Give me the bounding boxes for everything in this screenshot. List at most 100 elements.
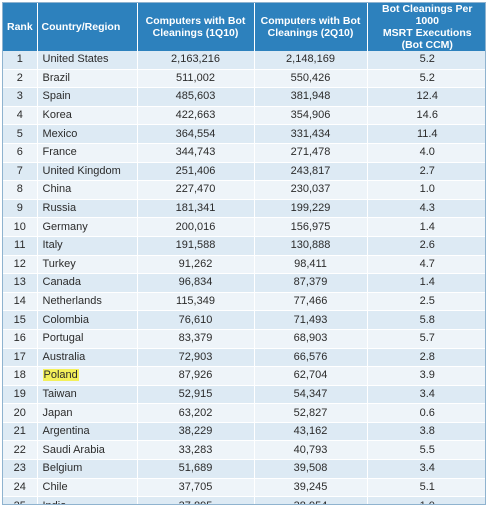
q2-cell: 381,948 [254, 87, 368, 107]
q2-cell: 199,229 [254, 199, 368, 219]
rank-cell: 12 [3, 255, 38, 275]
rate-cell: 5.1 [367, 478, 485, 498]
country-cell: Mexico [37, 124, 138, 144]
q1-cell: 181,341 [137, 199, 255, 219]
header-q1-line2: Cleanings (1Q10) [152, 27, 239, 39]
q1-cell: 83,379 [137, 329, 255, 349]
rate-cell: 3.4 [367, 385, 485, 405]
rate-cell: 1.0 [367, 496, 485, 504]
q1-cell: 91,262 [137, 255, 255, 275]
rate-cell: 2.8 [367, 348, 485, 368]
header-q1-line1: Computers with Bot [145, 15, 246, 27]
rate-cell: 14.6 [367, 106, 485, 126]
rank-cell: 20 [3, 403, 38, 423]
q2-cell: 156,975 [254, 217, 368, 237]
rate-cell: 3.4 [367, 459, 485, 479]
header-country: Country/Region [37, 3, 138, 51]
q1-cell: 37,705 [137, 478, 255, 498]
rate-cell: 5.8 [367, 310, 485, 330]
rate-cell: 3.9 [367, 366, 485, 386]
country-cell: Chile [37, 478, 138, 498]
q2-cell: 550,426 [254, 69, 368, 89]
q2-cell: 39,508 [254, 459, 368, 479]
country-cell: Brazil [37, 69, 138, 89]
rank-cell: 17 [3, 348, 38, 368]
q1-cell: 344,743 [137, 143, 255, 163]
table-header: Rank Country/Region Computers with Bot C… [3, 3, 485, 51]
rank-cell: 1 [3, 51, 38, 70]
rate-cell: 5.7 [367, 329, 485, 349]
rate-cell: 11.4 [367, 124, 485, 144]
rank-cell: 2 [3, 69, 38, 89]
rate-cell: 2.6 [367, 236, 485, 256]
q1-cell: 38,229 [137, 422, 255, 442]
q2-cell: 130,888 [254, 236, 368, 256]
rank-cell: 8 [3, 180, 38, 200]
q1-cell: 227,470 [137, 180, 255, 200]
q2-cell: 331,434 [254, 124, 368, 144]
country-cell: Germany [37, 217, 138, 237]
q2-cell: 40,793 [254, 440, 368, 461]
rank-cell: 4 [3, 106, 38, 126]
q2-cell: 98,411 [254, 255, 368, 275]
rank-cell: 15 [3, 310, 38, 330]
header-q2-line1: Computers with Bot [260, 15, 361, 27]
country-cell: Taiwan [37, 385, 138, 405]
rate-cell: 1.4 [367, 273, 485, 293]
rank-cell: 5 [3, 124, 38, 144]
table-row: 25India37,89538,9541.0 [3, 496, 485, 504]
rank-cell: 13 [3, 273, 38, 293]
country-cell: Poland [37, 366, 138, 386]
rate-cell: 2.5 [367, 292, 485, 312]
country-cell: Japan [37, 403, 138, 423]
header-q2: Computers with Bot Cleanings (2Q10) [254, 3, 368, 51]
q1-cell: 115,349 [137, 292, 255, 312]
country-cell: Portugal [37, 329, 138, 349]
rank-cell: 21 [3, 422, 38, 442]
rate-cell: 5.2 [367, 69, 485, 89]
rate-cell: 5.2 [367, 51, 485, 70]
q1-cell: 251,406 [137, 162, 255, 182]
rank-cell: 16 [3, 329, 38, 349]
country-cell: Colombia [37, 310, 138, 330]
table-row: 21 Argentina 38,229 43,162 3.8 [3, 422, 485, 442]
rank-cell: 11 [3, 236, 38, 256]
country-cell: India [37, 496, 138, 504]
rank-cell: 18 [3, 366, 38, 386]
q1-cell: 63,202 [137, 403, 255, 423]
table-row: 7 United Kingdom 251,406 243,817 2.7 [3, 162, 485, 182]
q2-cell: 39,245 [254, 478, 368, 498]
rank-cell: 6 [3, 143, 38, 163]
country-cell: United Kingdom [37, 162, 138, 182]
rank-cell: 24 [3, 478, 38, 498]
bot-cleanings-table-frame: Rank Country/Region Computers with Bot C… [2, 2, 486, 505]
rate-cell: 3.8 [367, 422, 485, 442]
bot-cleanings-table: Rank Country/Region Computers with Bot C… [3, 3, 485, 504]
rate-cell: 1.4 [367, 217, 485, 237]
country-cell: Korea [37, 106, 138, 126]
header-row: Rank Country/Region Computers with Bot C… [3, 3, 485, 51]
q1-cell: 511,002 [137, 69, 255, 89]
table-row: 1 United States 2,163,216 2,148,169 5.2 [3, 51, 485, 70]
table-row: 23 Belgium 51,689 39,508 3.4 [3, 459, 485, 479]
table-row: 19 Taiwan 52,915 54,347 3.4 [3, 385, 485, 405]
table-row: 17 Australia 72,903 66,576 2.8 [3, 348, 485, 368]
rate-cell: 4.7 [367, 255, 485, 275]
table-row: 18 Poland 87,926 62,704 3.9 [3, 366, 485, 386]
table-row: 15 Colombia 76,610 71,493 5.8 [3, 310, 485, 330]
rate-cell: 5.5 [367, 440, 485, 461]
rank-cell: 19 [3, 385, 38, 405]
q2-cell: 230,037 [254, 180, 368, 200]
q1-cell: 33,283 [137, 440, 255, 461]
table-row: 5 Mexico 364,554 331,434 11.4 [3, 124, 485, 144]
q2-cell: 38,954 [254, 496, 368, 504]
q1-cell: 2,163,216 [137, 51, 255, 70]
table-row: 24 Chile 37,705 39,245 5.1 [3, 478, 485, 498]
q1-cell: 485,603 [137, 87, 255, 107]
table-body: 1 United States 2,163,216 2,148,169 5.2 2 Braz… [3, 51, 485, 504]
q1-cell: 422,663 [137, 106, 255, 126]
country-cell: Argentina [37, 422, 138, 442]
table-row: 3 Spain 485,603 381,948 12.4 [3, 87, 485, 107]
rank-cell: 23 [3, 459, 38, 479]
table-row: 20 Japan 63,202 52,827 0.6 [3, 403, 485, 423]
